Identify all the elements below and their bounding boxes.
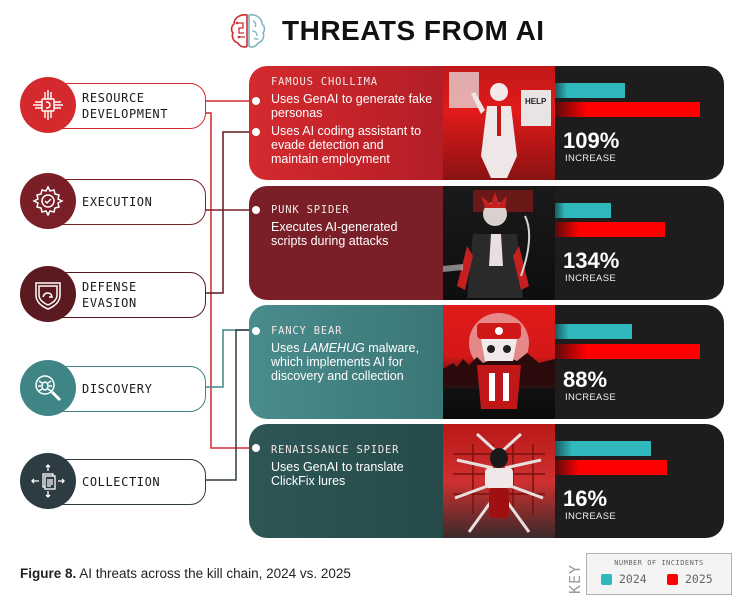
malware-name: LAMEHUG xyxy=(302,341,365,355)
increase-label: INCREASE xyxy=(565,392,616,403)
bar-2025 xyxy=(555,460,667,475)
legend-key-label: KEY xyxy=(566,563,584,595)
bar-2024 xyxy=(555,203,611,218)
legend-box: NUMBER OF INCIDENTS 2024 2025 xyxy=(586,553,732,595)
tactic-label: DEFENSE EVASION xyxy=(82,280,137,310)
stats-panel: 134% INCREASE xyxy=(555,186,724,300)
bar-2025 xyxy=(555,102,700,117)
bar-2024 xyxy=(555,324,632,339)
card-text-panel: FANCY BEAR Uses LAMEHUG malware, which i… xyxy=(249,305,443,419)
documents-arrows-icon xyxy=(20,453,76,509)
famous-chollima-artwork: HELP xyxy=(443,66,555,180)
connector-dot xyxy=(252,128,260,136)
stats-panel: 16% INCREASE xyxy=(555,424,724,538)
tactic-collection: COLLECTION xyxy=(20,453,206,509)
connector-dot xyxy=(252,97,260,105)
legend-title: NUMBER OF INCIDENTS xyxy=(614,559,704,567)
fancy-bear-artwork xyxy=(443,305,555,419)
renaissance-spider-artwork xyxy=(443,424,555,538)
percent-increase: 16% xyxy=(563,486,608,511)
description-text: Uses xyxy=(271,341,303,355)
connector-dot xyxy=(252,206,260,214)
header: THREATS FROM AI xyxy=(228,10,545,52)
connector-dot xyxy=(252,444,260,452)
increase-label: INCREASE xyxy=(565,273,616,284)
percent-increase: 88% xyxy=(563,367,608,392)
percent-increase: 134% xyxy=(563,248,620,273)
legend-label-2024: 2024 xyxy=(619,572,647,586)
threat-card-punk-spider: PUNK SPIDER Executes AI-generated script… xyxy=(249,186,724,300)
tactic-execution: EXECUTION xyxy=(20,173,206,229)
bar-2024 xyxy=(555,83,625,98)
legend-swatch-2024 xyxy=(601,574,612,585)
description: Executes AI-generated scripts during att… xyxy=(271,220,398,248)
caption-label: Figure 8. xyxy=(20,566,77,581)
figure-caption: Figure 8. AI threats across the kill cha… xyxy=(20,566,351,581)
caption-text: AI threats across the kill chain, 2024 v… xyxy=(76,566,351,581)
card-text-panel: RENAISSANCE SPIDER Uses GenAI to transla… xyxy=(249,424,443,538)
tactic-label: DISCOVERY xyxy=(82,382,153,396)
tactic-defense-evasion: DEFENSE EVASION xyxy=(20,266,206,322)
group-name: FANCY BEAR xyxy=(271,325,343,337)
tactic-label: EXECUTION xyxy=(82,195,153,209)
threat-card-renaissance-spider: RENAISSANCE SPIDER Uses GenAI to transla… xyxy=(249,424,724,538)
description: Uses AI coding assistant to evade detect… xyxy=(271,124,422,166)
stats-panel: 88% INCREASE xyxy=(555,305,724,419)
legend-swatch-2025 xyxy=(667,574,678,585)
tactic-discovery: DISCOVERY xyxy=(20,360,206,416)
circuit-chip-icon xyxy=(20,77,76,133)
card-text-panel: PUNK SPIDER Executes AI-generated script… xyxy=(249,186,443,300)
connector-dot xyxy=(252,327,260,335)
svg-text:HELP: HELP xyxy=(525,97,547,106)
increase-label: INCREASE xyxy=(565,153,616,164)
card-text-panel: FAMOUS CHOLLIMA Uses GenAI to generate f… xyxy=(249,66,443,180)
brain-icon xyxy=(230,14,266,48)
stats-panel: 109% INCREASE xyxy=(555,66,724,180)
group-name: RENAISSANCE SPIDER xyxy=(271,444,400,456)
description-text: malware, which implements AI for discove… xyxy=(271,341,419,383)
bar-2025 xyxy=(555,344,700,359)
bar-2025 xyxy=(555,222,665,237)
description: Uses GenAI to translate ClickFix lures xyxy=(271,460,404,488)
percent-increase: 109% xyxy=(563,128,620,153)
bar-2024 xyxy=(555,441,651,456)
threat-card-famous-chollima: FAMOUS CHOLLIMA Uses GenAI to generate f… xyxy=(249,66,724,180)
punk-spider-artwork xyxy=(443,186,555,300)
group-name: FAMOUS CHOLLIMA xyxy=(271,76,378,88)
description: Uses GenAI to generate fake personas xyxy=(271,92,433,120)
shield-arrow-icon xyxy=(20,266,76,322)
increase-label: INCREASE xyxy=(565,511,616,522)
group-name: PUNK SPIDER xyxy=(271,204,350,216)
description: Uses LAMEHUG malware, which implements A… xyxy=(271,341,433,383)
magnifier-bug-icon xyxy=(20,360,76,416)
gear-check-icon xyxy=(20,173,76,229)
tactic-label: COLLECTION xyxy=(82,475,161,489)
legend-label-2025: 2025 xyxy=(685,572,713,586)
threat-card-fancy-bear: FANCY BEAR Uses LAMEHUG malware, which i… xyxy=(249,305,724,419)
page-title: THREATS FROM AI xyxy=(282,15,545,46)
tactic-label: RESOURCE DEVELOPMENT xyxy=(82,91,169,121)
tactic-resource-development: RESOURCE DEVELOPMENT xyxy=(20,77,206,133)
